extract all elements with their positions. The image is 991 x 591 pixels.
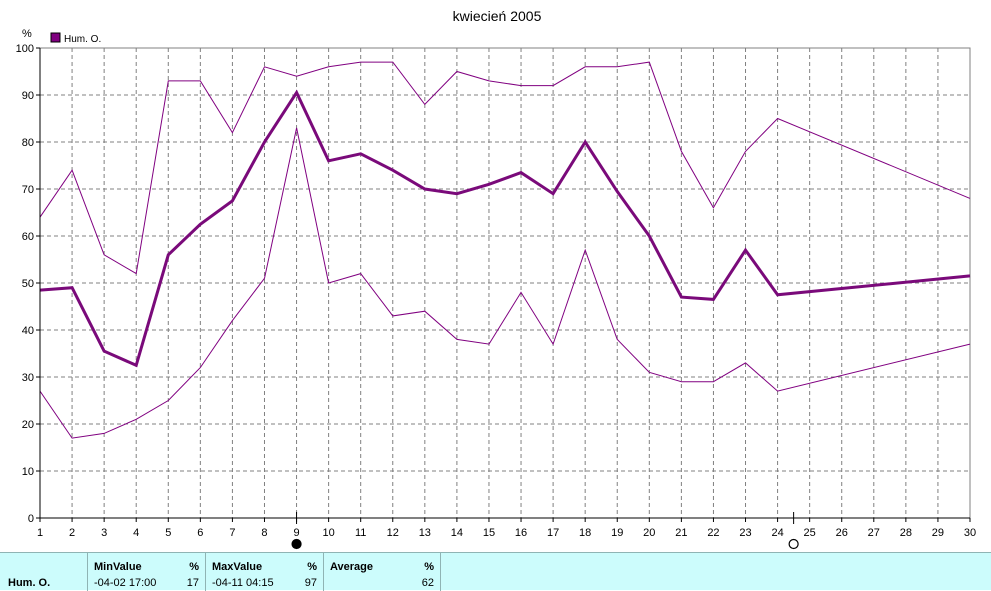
y-tick-label: 0	[28, 513, 34, 525]
x-tick-label: 27	[868, 527, 880, 539]
min-value-number: 17	[186, 577, 199, 589]
x-tick-label: 23	[739, 527, 751, 539]
min-value-cell: MinValue % -04-02 17:00 17	[88, 553, 206, 591]
y-tick-label: 10	[22, 466, 34, 478]
average-label: Average	[330, 561, 374, 573]
x-tick-label: 12	[387, 527, 399, 539]
x-tick-label: 11	[355, 527, 366, 539]
x-tick-label: 1	[37, 527, 43, 539]
average-cell: Average % 62	[324, 553, 441, 591]
max-value-cell: MaxValue % -04-11 04:15 97	[206, 553, 324, 591]
x-tick-label: 6	[197, 527, 203, 539]
x-tick-label: 25	[804, 527, 816, 539]
max-marker	[291, 538, 302, 550]
chart-title: kwiecień 2005	[453, 8, 542, 24]
x-tick-label: 16	[515, 527, 527, 539]
x-tick-label: 28	[900, 527, 912, 539]
y-tick-label: 70	[22, 184, 34, 196]
max-value-time: -04-11 04:15	[212, 577, 274, 589]
min-marker	[788, 538, 799, 550]
x-tick-label: 8	[261, 527, 267, 539]
x-tick-label: 29	[932, 527, 944, 539]
x-tick-label: 10	[322, 527, 334, 539]
x-tick-label: 24	[771, 527, 783, 539]
average-unit: %	[424, 561, 434, 573]
min-value-time: -04-02 17:00	[94, 577, 157, 589]
max-value-number: 97	[304, 577, 317, 589]
min-value-unit: %	[189, 561, 199, 573]
series-line-average	[39, 89, 971, 368]
x-tick-label: 14	[451, 527, 463, 539]
y-tick-label: 60	[22, 231, 34, 243]
x-tick-label: 17	[547, 527, 559, 539]
y-tick-label: 30	[22, 372, 34, 384]
average-number: 62	[421, 577, 434, 589]
y-tick-label: 40	[22, 325, 34, 337]
stats-bar: Hum. O. MinValue % -04-02 17:00 17 MaxVa…	[0, 552, 991, 591]
x-tick-label: 30	[964, 527, 976, 539]
x-tick-label: 3	[101, 527, 107, 539]
x-tick-label: 21	[675, 527, 687, 539]
x-tick-label: 2	[69, 527, 75, 539]
series-line-min	[39, 127, 971, 439]
legend-swatch	[50, 32, 61, 43]
x-tick-label: 26	[836, 527, 848, 539]
y-axis-unit: %	[22, 28, 32, 40]
x-tick-label: 19	[611, 527, 623, 539]
x-tick-label: 4	[133, 527, 139, 539]
y-tick-label: 20	[22, 419, 34, 431]
humidity-chart: kwiecień 2005 % Hum. O. 0 10 20 30 40 50 60 70 8…	[16, 8, 976, 550]
x-tick-label: 9	[293, 527, 299, 539]
y-tick-label: 80	[22, 137, 34, 149]
stats-row-label: Hum. O.	[8, 577, 51, 589]
x-tick-label: 15	[483, 527, 495, 539]
x-tick-label: 13	[419, 527, 431, 539]
x-tick-label: 7	[229, 527, 235, 539]
stats-row-cell: Hum. O.	[0, 553, 88, 591]
series-line-max	[39, 61, 971, 275]
x-tick-label: 22	[707, 527, 719, 539]
y-tick-label: 50	[22, 278, 34, 290]
x-tick-label: 18	[579, 527, 591, 539]
legend-label: Hum. O.	[64, 34, 101, 45]
x-tick-label: 5	[165, 527, 171, 539]
y-tick-label: 100	[16, 43, 34, 55]
y-tick-label: 90	[22, 90, 34, 102]
max-value-unit: %	[307, 561, 317, 573]
max-value-label: MaxValue	[212, 561, 263, 573]
min-value-label: MinValue	[94, 561, 142, 573]
x-tick-label: 20	[643, 527, 655, 539]
